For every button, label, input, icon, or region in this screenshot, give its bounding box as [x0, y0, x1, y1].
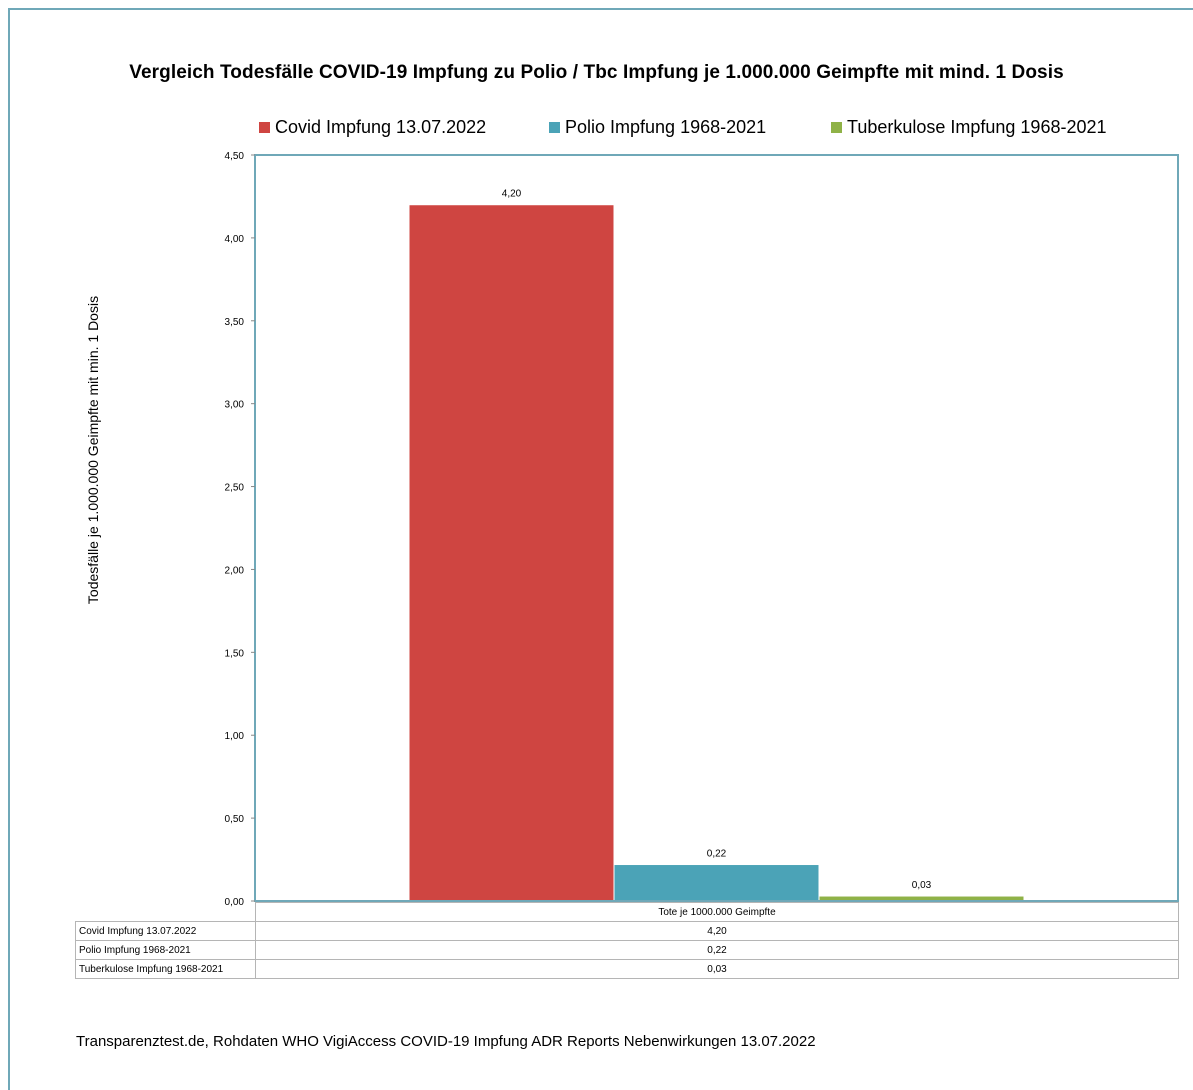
source-note: Transparenztest.de, Rohdaten WHO VigiAcc… — [76, 1033, 816, 1050]
table-row: Tuberkulose Impfung 1968-2021 0,03 — [75, 959, 1179, 979]
legend-item-covid: Covid Impfung 13.07.2022 — [259, 117, 486, 138]
legend-swatch-tuberkulose — [831, 122, 842, 133]
legend-item-tuberkulose: Tuberkulose Impfung 1968-2021 — [831, 117, 1107, 138]
data-label: 4,20 — [502, 189, 522, 200]
legend-item-polio: Polio Impfung 1968-2021 — [549, 117, 766, 138]
bar-covid — [408, 204, 615, 902]
table-row-label: Tuberkulose Impfung 1968-2021 — [75, 959, 256, 979]
y-tick-label: 2,00 — [225, 565, 245, 576]
table-row-label: Polio Impfung 1968-2021 — [75, 940, 256, 960]
table-row-label: Covid Impfung 13.07.2022 — [75, 921, 256, 941]
bar-polio — [613, 864, 820, 902]
table-header-row: Tote je 1000.000 Geimpfte — [75, 902, 1179, 922]
y-tick-label: 4,50 — [225, 151, 245, 162]
table-header: Tote je 1000.000 Geimpfte — [255, 902, 1179, 922]
table-row-value: 0,03 — [255, 959, 1179, 979]
chart-frame — [8, 8, 1193, 1090]
legend-label-covid: Covid Impfung 13.07.2022 — [275, 117, 487, 137]
data-label: 0,22 — [707, 849, 727, 860]
legend-label-tuberkulose: Tuberkulose Impfung 1968-2021 — [847, 117, 1107, 137]
plot-area — [254, 154, 1179, 902]
table-row-value: 0,22 — [255, 940, 1179, 960]
chart-title: Vergleich Todesfälle COVID-19 Impfung zu… — [129, 62, 1064, 83]
y-tick-label: 1,00 — [225, 731, 245, 742]
table-corner — [75, 902, 256, 922]
data-table: Tote je 1000.000 Geimpfte Covid Impfung … — [75, 902, 1179, 979]
y-tick-label: 2,50 — [225, 483, 245, 494]
y-tick-label: 1,50 — [225, 648, 245, 659]
table-row: Covid Impfung 13.07.2022 4,20 — [75, 921, 1179, 941]
data-label: 0,03 — [912, 880, 932, 891]
y-tick-label: 3,50 — [225, 317, 245, 328]
legend-label-polio: Polio Impfung 1968-2021 — [565, 117, 767, 137]
y-tick-label: 4,00 — [225, 234, 245, 245]
y-tick-label: 3,00 — [225, 400, 245, 411]
table-row-value: 4,20 — [255, 921, 1179, 941]
legend-swatch-polio — [549, 122, 560, 133]
y-tick-label: 0,50 — [225, 814, 245, 825]
legend: Covid Impfung 13.07.2022 Polio Impfung 1… — [0, 117, 1193, 143]
table-row: Polio Impfung 1968-2021 0,22 — [75, 940, 1179, 960]
legend-swatch-covid — [259, 122, 270, 133]
